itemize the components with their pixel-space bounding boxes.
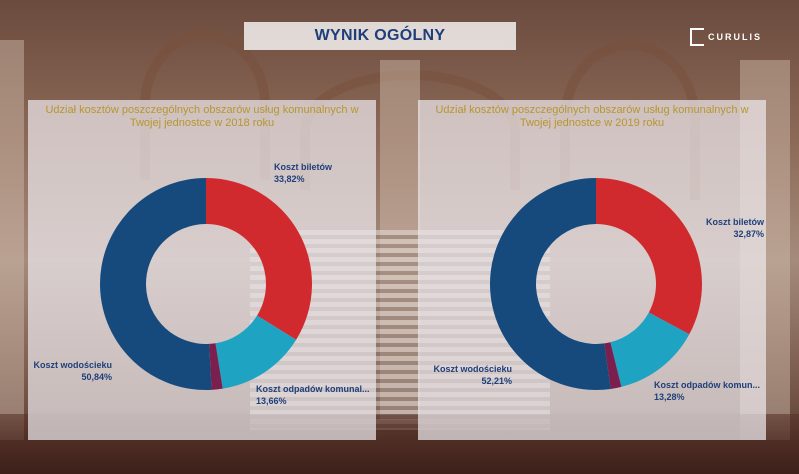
slice-name-label: Koszt odpadów komunal...: [256, 384, 370, 394]
logo-text: CURULIS: [708, 32, 762, 42]
slice-name-label: Koszt biletów: [274, 162, 333, 172]
chart-title: Udział kosztów poszczególnych obszarów u…: [45, 104, 359, 129]
donut-slice-koszt-wodościeku: [99, 178, 212, 390]
donut-slice-other: [209, 343, 223, 390]
chart-panel-2018: Udział kosztów poszczególnych obszarów u…: [28, 100, 376, 440]
slice-name-label: Koszt wodościeku: [433, 364, 512, 374]
donut-chart-2018: Koszt biletów 33,82% Koszt odpadów komunal…: [33, 162, 370, 406]
page-title: WYNIK OGÓLNY: [314, 27, 446, 44]
donut-chart-2019: Koszt biletów 32,87% Koszt odpadów komun..…: [433, 178, 765, 402]
title-box: WYNIK OGÓLNY: [244, 22, 516, 50]
slice-value-label: 33,82%: [274, 174, 305, 184]
donut-slice-koszt-odpadów-komunal: [215, 315, 297, 389]
donut-slice-other: [604, 342, 622, 389]
slice-name-label: Koszt odpadów komun...: [654, 380, 760, 390]
donut-slice-koszt-biletów: [206, 178, 313, 340]
slice-value-label: 13,28%: [654, 392, 685, 402]
slice-name-label: Koszt wodościeku: [33, 360, 112, 370]
bg-column: [0, 40, 24, 440]
slice-value-label: 50,84%: [81, 372, 112, 382]
logo: CURULIS: [690, 28, 762, 46]
donut-slice-koszt-biletów: [596, 178, 702, 335]
slice-value-label: 32,87%: [733, 229, 764, 239]
slice-value-label: 52,21%: [481, 376, 512, 386]
donut-slice-koszt-wodościeku: [490, 178, 611, 390]
slice-value-label: 13,66%: [256, 396, 287, 406]
slice-name-label: Koszt biletów: [706, 217, 765, 227]
chart-panel-2019: Udział kosztów poszczególnych obszarów u…: [418, 100, 766, 440]
chart-title: Udział kosztów poszczególnych obszarów u…: [435, 104, 749, 129]
donut-slice-koszt-odpadów-komun: [610, 312, 690, 387]
logo-bracket-icon: [690, 28, 704, 46]
